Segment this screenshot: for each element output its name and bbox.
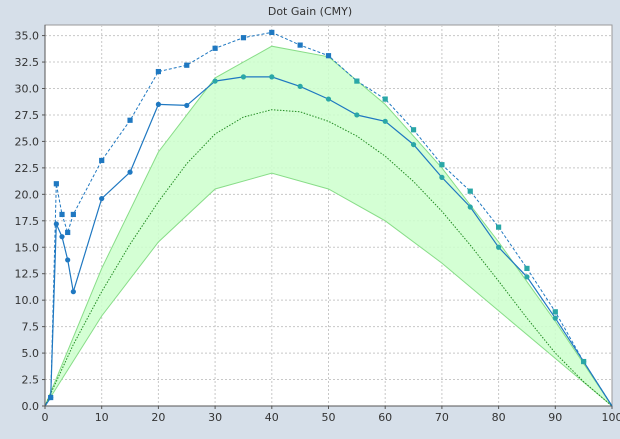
data-point-circle <box>65 257 70 262</box>
data-point-circle <box>184 103 189 108</box>
x-tick-label: 40 <box>265 411 279 424</box>
data-point-circle <box>127 170 132 175</box>
data-point-square <box>59 212 64 217</box>
data-point-square <box>581 359 586 364</box>
data-point-square <box>99 158 104 163</box>
y-tick-label: 17.5 <box>15 215 40 228</box>
data-point-circle <box>496 245 501 250</box>
data-point-circle <box>326 96 331 101</box>
y-tick-label: 2.5 <box>22 374 40 387</box>
data-point-square <box>184 63 189 68</box>
data-point-square <box>71 212 76 217</box>
data-point-square <box>241 35 246 40</box>
y-tick-label: 7.5 <box>22 321 40 334</box>
data-point-circle <box>411 142 416 147</box>
x-tick-label: 20 <box>151 411 165 424</box>
data-point-square <box>496 225 501 230</box>
x-tick-label: 10 <box>95 411 109 424</box>
y-tick-label: 5.0 <box>22 347 40 360</box>
y-tick-label: 22.5 <box>15 162 40 175</box>
data-point-square <box>326 53 331 58</box>
data-point-circle <box>241 74 246 79</box>
data-point-square <box>65 230 70 235</box>
data-point-square <box>468 189 473 194</box>
data-point-square <box>383 96 388 101</box>
data-point-square <box>553 309 558 314</box>
data-point-circle <box>383 119 388 124</box>
y-tick-label: 20.0 <box>15 188 40 201</box>
y-tick-label: 10.0 <box>15 294 40 307</box>
x-tick-label: 30 <box>208 411 222 424</box>
data-point-square <box>127 118 132 123</box>
y-tick-label: 25.0 <box>15 135 40 148</box>
data-point-square <box>54 181 59 186</box>
data-point-circle <box>213 78 218 83</box>
data-point-square <box>269 30 274 35</box>
data-point-square <box>156 69 161 74</box>
y-tick-label: 0.0 <box>22 400 40 413</box>
data-point-circle <box>354 112 359 117</box>
y-tick-label: 32.5 <box>15 56 40 69</box>
x-tick-label: 90 <box>548 411 562 424</box>
data-point-circle <box>99 196 104 201</box>
x-tick-label: 0 <box>42 411 49 424</box>
data-point-circle <box>269 74 274 79</box>
data-point-circle <box>524 274 529 279</box>
chart-title: Dot Gain (CMY) <box>268 5 352 18</box>
x-tick-label: 50 <box>322 411 336 424</box>
data-point-circle <box>553 316 558 321</box>
x-tick-label: 60 <box>378 411 392 424</box>
data-point-square <box>524 266 529 271</box>
x-tick-label: 70 <box>435 411 449 424</box>
data-point-circle <box>156 102 161 107</box>
data-point-circle <box>71 289 76 294</box>
data-point-circle <box>468 204 473 209</box>
y-tick-label: 30.0 <box>15 83 40 96</box>
data-point-circle <box>54 221 59 226</box>
x-tick-label: 80 <box>492 411 506 424</box>
data-point-circle <box>298 84 303 89</box>
x-tick-label: 100 <box>602 411 620 424</box>
y-tick-label: 35.0 <box>15 30 40 43</box>
data-point-circle <box>439 175 444 180</box>
y-tick-label: 12.5 <box>15 268 40 281</box>
data-point-square <box>213 46 218 51</box>
data-point-square <box>354 78 359 83</box>
data-point-square <box>48 395 53 400</box>
data-point-circle <box>59 234 64 239</box>
data-point-square <box>411 127 416 132</box>
y-tick-label: 27.5 <box>15 109 40 122</box>
data-point-square <box>439 162 444 167</box>
y-tick-label: 15.0 <box>15 241 40 254</box>
data-point-square <box>298 43 303 48</box>
